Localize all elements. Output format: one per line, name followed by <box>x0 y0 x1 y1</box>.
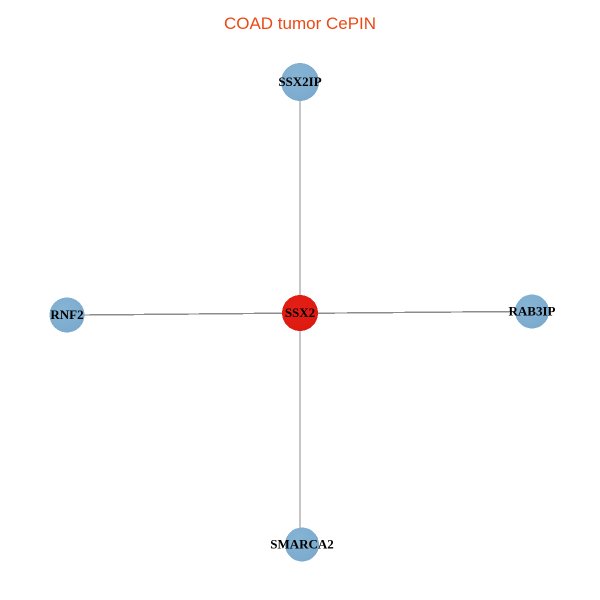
svg-text:SSX2IP: SSX2IP <box>278 74 321 89</box>
svg-text:SSX2: SSX2 <box>285 305 315 320</box>
svg-text:RNF2: RNF2 <box>50 307 83 322</box>
svg-text:SMARCA2: SMARCA2 <box>270 536 334 551</box>
svg-text:RAB3IP: RAB3IP <box>509 303 556 318</box>
